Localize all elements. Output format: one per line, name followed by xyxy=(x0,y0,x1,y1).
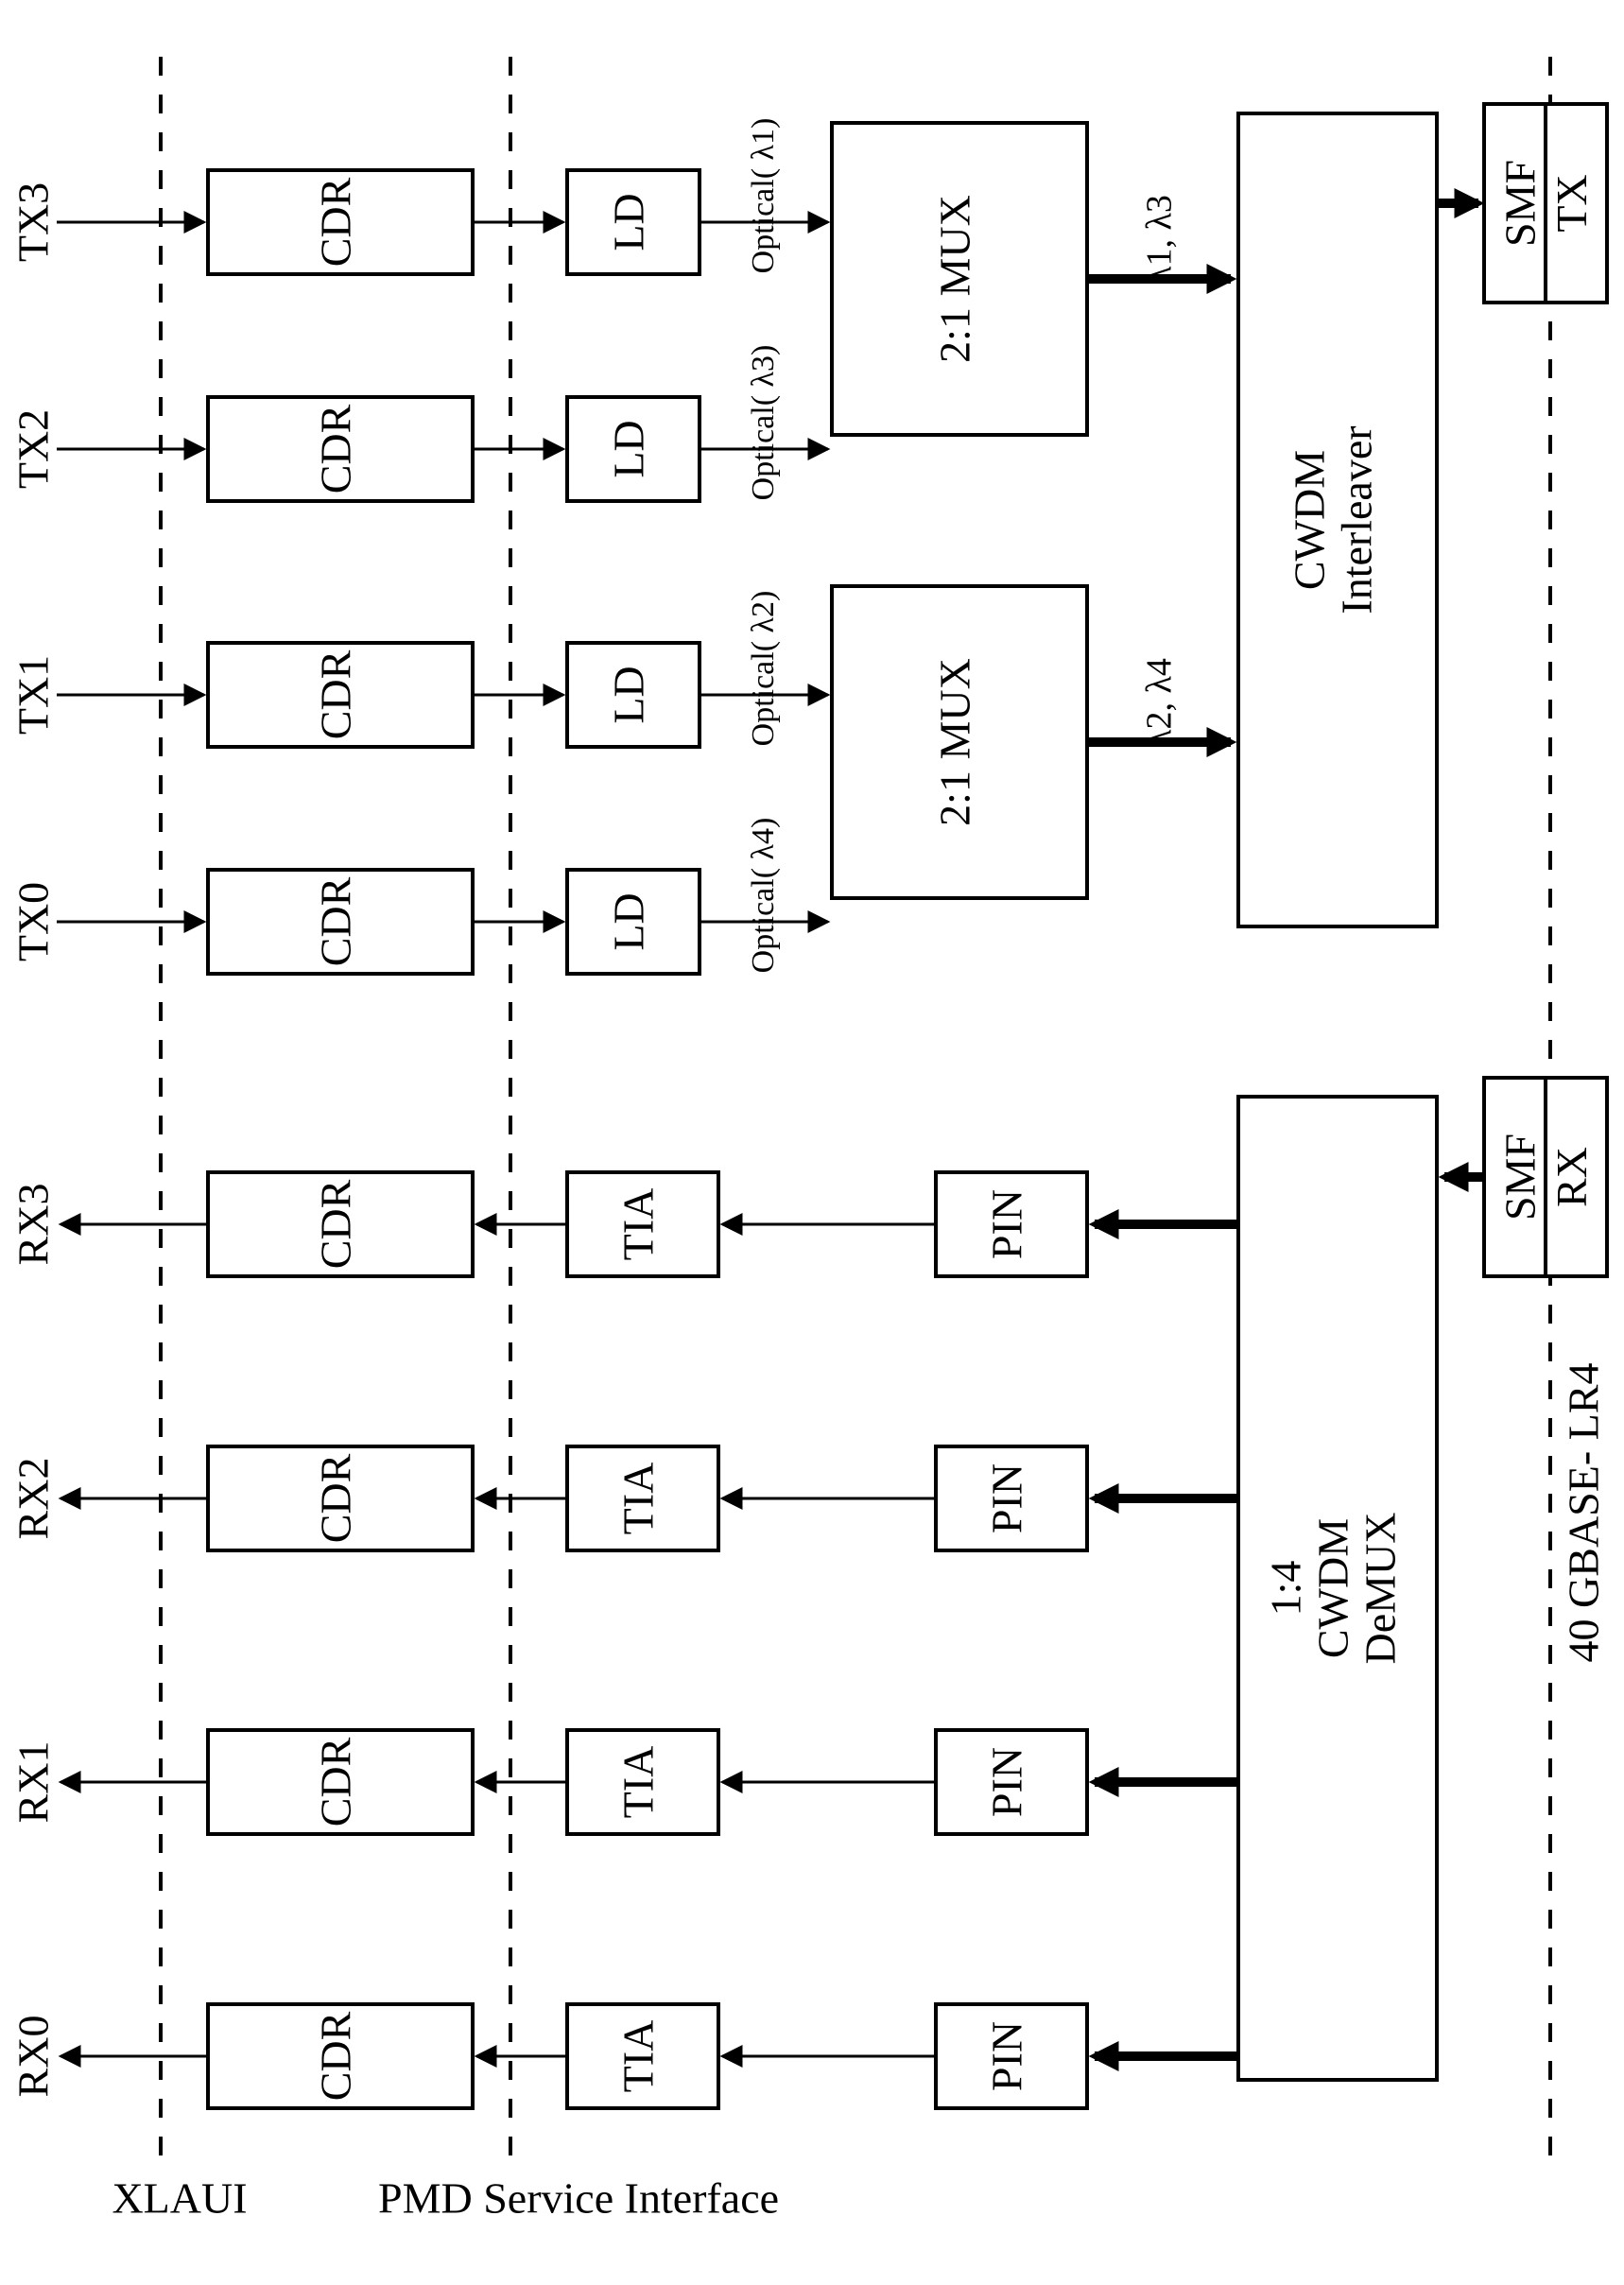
tx-label: TX0 xyxy=(9,882,58,961)
cdr-label: CDR xyxy=(312,1737,360,1826)
interleaver-label: Interleaver xyxy=(1333,425,1381,614)
mux-label: 2:1 MUX xyxy=(931,195,979,363)
smf-tx-label: SMF xyxy=(1495,160,1544,247)
cdr-label: CDR xyxy=(312,1453,360,1543)
ld-label: LD xyxy=(605,193,653,251)
tx-label: TX3 xyxy=(9,182,58,262)
cdr-label: CDR xyxy=(312,1179,360,1269)
tia-label: TIA xyxy=(614,2020,663,2093)
smf-rx-label: RX xyxy=(1547,1147,1596,1207)
tia-label: TIA xyxy=(614,1746,663,1819)
pin-label: PIN xyxy=(983,2021,1031,2091)
demux-label: CWDM xyxy=(1309,1518,1357,1658)
optical-label: Optical( λ4) xyxy=(746,818,781,974)
mux-out-label: λ1, λ3 xyxy=(1140,195,1180,284)
tx-label: TX2 xyxy=(9,409,58,489)
optical-label: Optical( λ2) xyxy=(746,591,781,747)
optical-label: Optical( λ3) xyxy=(746,345,781,501)
cdr-label: CDR xyxy=(312,876,360,966)
demux-label: DeMUX xyxy=(1356,1513,1405,1665)
pmd-label: PMD Service Interface xyxy=(378,2174,779,2223)
pin-label: PIN xyxy=(983,1463,1031,1533)
ld-label: LD xyxy=(605,666,653,723)
rx-label: RX1 xyxy=(9,1741,58,1824)
cdr-label: CDR xyxy=(312,177,360,267)
xlaui-label: XLAUI xyxy=(112,2174,247,2223)
cdr-label: CDR xyxy=(312,649,360,739)
tx-label: TX1 xyxy=(9,655,58,735)
rx-label: RX3 xyxy=(9,1184,58,1266)
smf-rx-label: SMF xyxy=(1495,1134,1544,1220)
optical-label: Optical( λ1) xyxy=(746,118,781,274)
tia-label: TIA xyxy=(614,1463,663,1535)
cdr-label: CDR xyxy=(312,404,360,493)
demux-label: 1:4 xyxy=(1262,1561,1310,1617)
mux-out-label: λ2, λ4 xyxy=(1140,658,1180,747)
ld-label: LD xyxy=(605,420,653,477)
tia-label: TIA xyxy=(614,1188,663,1261)
gbase-label: 40 GBASE- LR4 xyxy=(1560,1363,1608,1663)
interleaver-label: CWDM xyxy=(1286,450,1334,590)
smf-tx-label: TX xyxy=(1547,174,1596,232)
rx-label: RX0 xyxy=(9,2016,58,2098)
ld-label: LD xyxy=(605,892,653,950)
pin-label: PIN xyxy=(983,1189,1031,1259)
mux-label: 2:1 MUX xyxy=(931,658,979,826)
pin-label: PIN xyxy=(983,1747,1031,1817)
rx-label: RX2 xyxy=(9,1458,58,1540)
cdr-label: CDR xyxy=(312,2011,360,2101)
